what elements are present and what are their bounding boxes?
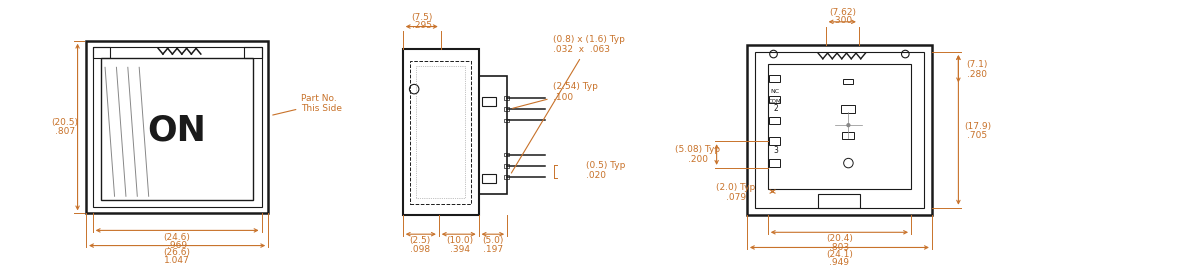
Text: (20.4): (20.4): [826, 235, 853, 244]
Text: (24.6): (24.6): [163, 233, 191, 241]
Bar: [92, 47, 110, 58]
Text: .803: .803: [829, 243, 850, 252]
Bar: [769, 117, 780, 124]
Bar: [769, 96, 780, 103]
Bar: [245, 47, 262, 58]
Bar: [416, 66, 466, 198]
Text: .280: .280: [967, 70, 988, 79]
Text: .705: .705: [967, 131, 988, 140]
Text: NC: NC: [770, 90, 780, 94]
Text: .020: .020: [586, 171, 606, 180]
Text: .079: .079: [726, 193, 745, 202]
Text: (24.1): (24.1): [826, 250, 853, 259]
Bar: [842, 79, 853, 84]
Text: 1.047: 1.047: [164, 256, 190, 265]
Bar: [755, 52, 924, 208]
Text: (2.54) Typ
.100: (2.54) Typ .100: [512, 82, 598, 108]
Bar: [841, 105, 856, 113]
Text: (17.9): (17.9): [964, 122, 991, 131]
Text: (5.08) Typ: (5.08) Typ: [676, 145, 720, 154]
Text: (10.0): (10.0): [446, 236, 473, 245]
Bar: [92, 47, 262, 207]
Text: .197: .197: [482, 245, 503, 254]
Text: .969: .969: [167, 241, 187, 250]
Bar: [482, 174, 496, 183]
Bar: [504, 153, 509, 156]
Bar: [504, 175, 509, 179]
Text: (7.5): (7.5): [412, 12, 432, 21]
Circle shape: [847, 124, 850, 127]
Text: .295: .295: [412, 21, 432, 30]
Bar: [86, 41, 268, 213]
Text: .300: .300: [832, 16, 852, 25]
Text: (0.5) Typ: (0.5) Typ: [586, 161, 625, 170]
Text: .200: .200: [688, 155, 708, 164]
Bar: [769, 159, 780, 167]
Text: .949: .949: [829, 258, 850, 265]
Bar: [504, 164, 509, 168]
Bar: [504, 118, 509, 122]
Text: COM: COM: [769, 99, 781, 104]
Bar: [504, 96, 509, 100]
Bar: [818, 194, 859, 208]
Text: 2: 2: [773, 104, 778, 113]
Text: (2.0) Typ: (2.0) Typ: [716, 183, 755, 192]
Bar: [769, 138, 780, 145]
Text: (20.5): (20.5): [52, 118, 79, 127]
Bar: [101, 58, 253, 200]
Bar: [841, 132, 854, 139]
Text: (0.8) x (1.6) Typ
.032  x  .063: (0.8) x (1.6) Typ .032 x .063: [511, 35, 624, 173]
Text: (2.5): (2.5): [409, 236, 431, 245]
Text: 3: 3: [773, 146, 778, 155]
Text: (7.1): (7.1): [967, 60, 988, 69]
Bar: [746, 45, 932, 215]
Text: (7.62): (7.62): [829, 8, 856, 17]
Text: (26.6): (26.6): [163, 248, 191, 257]
Bar: [769, 75, 780, 82]
Text: .394: .394: [450, 245, 469, 254]
Bar: [410, 61, 472, 204]
Text: Part No.
This Side: Part No. This Side: [272, 94, 342, 115]
Bar: [504, 107, 509, 111]
Bar: [482, 97, 496, 106]
Text: ON: ON: [148, 114, 206, 148]
Bar: [479, 76, 508, 194]
Bar: [768, 64, 911, 189]
Text: .098: .098: [409, 245, 430, 254]
Bar: [403, 49, 479, 215]
Text: .807: .807: [55, 127, 76, 136]
Text: (5.0): (5.0): [482, 236, 504, 245]
